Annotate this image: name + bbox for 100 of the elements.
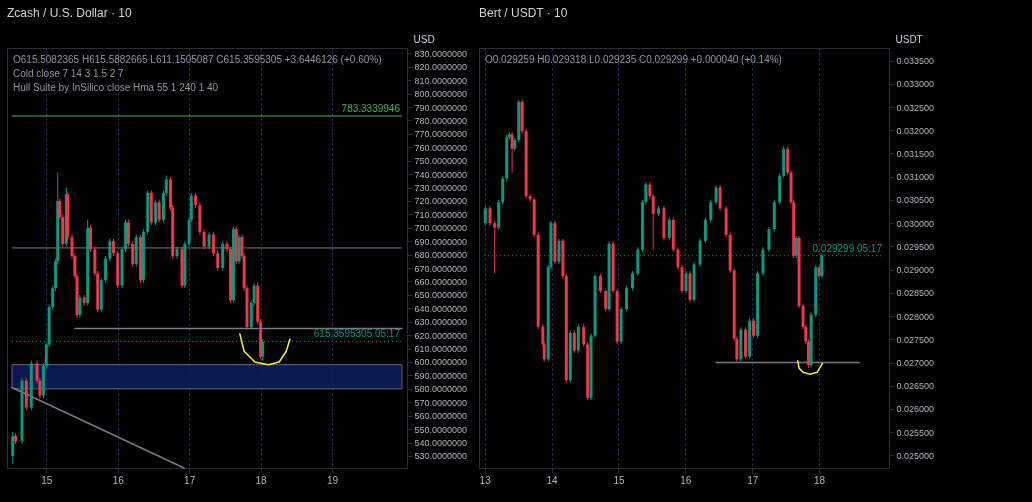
y-tick-label: 770.0000000	[414, 129, 468, 140]
candlestick	[576, 323, 580, 354]
candlestick	[624, 285, 628, 312]
candlestick	[667, 217, 671, 241]
candlestick	[703, 217, 707, 244]
y-tick-label: 0.033500	[896, 56, 935, 67]
x-tick-label: 15	[613, 474, 625, 486]
x-tick-label: 15	[41, 474, 53, 486]
y-tick-label: 680.0000000	[414, 250, 468, 261]
y-tick-label: 0.026000	[896, 404, 935, 415]
y-tick-label: 700.0000000	[414, 223, 468, 234]
y-tick-label: 730.0000000	[414, 183, 468, 194]
annotation: O615.5082365 H615.5882665 L611.1505087 C615.3595305 +3.6446126 (+0.60%)	[13, 54, 382, 65]
y-tick-label: 0.032000	[896, 125, 935, 136]
x-tick-label: 17	[747, 474, 759, 486]
candlestick	[157, 199, 161, 223]
candlestick	[104, 255, 108, 284]
candlestick	[684, 270, 688, 294]
candlestick	[714, 184, 718, 206]
y-tick-label: 780.0000000	[414, 115, 468, 126]
y-tick-label: 0.029000	[896, 265, 935, 276]
line-series	[239, 333, 291, 366]
x-tick-label: 16	[112, 474, 125, 486]
y-tick-label: 610.0000000	[414, 344, 468, 355]
y-tick-label: 560.0000000	[414, 411, 468, 422]
y-tick-label: 0.028000	[896, 311, 935, 322]
annotation: O0.029259 H0.029318 L0.029235 C0.029299 +0.000040 (+0.14%)	[485, 54, 782, 65]
chart-title: Bert / USDT · 10	[479, 6, 568, 20]
candlestick	[202, 228, 206, 250]
candlestick	[598, 273, 602, 294]
annotation: Hull Suite by InSilico close Hma 55 1 240 1 40	[13, 82, 219, 93]
x-tick-label: 17	[184, 474, 196, 486]
y-tick-label: 600.0000000	[414, 357, 468, 368]
y-tick-label: 0.032500	[896, 102, 935, 113]
y-axis-title: USD	[413, 33, 435, 45]
y-tick-label: 540.0000000	[414, 438, 468, 448]
y-tick-label: 0.026500	[896, 381, 935, 392]
y-tick-label: 720.0000000	[414, 196, 468, 207]
candlestick	[89, 224, 93, 253]
y-tick-label: 0.030500	[896, 195, 935, 206]
y-tick-label: 660.0000000	[414, 276, 468, 287]
y-tick-label: 670.0000000	[414, 263, 468, 274]
candlestick	[709, 199, 713, 223]
y-tick-label: 650.0000000	[414, 290, 468, 301]
ref-line-label: 0.029299 05:17	[812, 242, 883, 254]
y-tick-label: 740.0000000	[414, 169, 468, 180]
y-tick-label: 810.0000000	[414, 75, 468, 86]
candlestick	[630, 270, 634, 292]
candlestick	[767, 226, 771, 253]
y-tick-label: 570.0000000	[414, 397, 468, 408]
candlestick	[572, 329, 576, 354]
candlestick	[501, 175, 505, 206]
candlestick	[698, 237, 702, 268]
line-series	[796, 359, 824, 375]
y-tick-label: 550.0000000	[414, 424, 468, 435]
y-tick-label: 590.0000000	[414, 370, 468, 381]
candlestick	[752, 317, 756, 339]
y-tick-label: 640.0000000	[414, 303, 468, 314]
y-tick-label: 0.027500	[896, 334, 935, 345]
y-tick-label: 580.0000000	[414, 384, 468, 395]
y-tick-label: 0.031500	[896, 148, 935, 159]
x-tick-label: 16	[680, 474, 692, 486]
chart-title: Zcash / U.S. Dollar · 10	[7, 6, 133, 20]
candlestick	[582, 323, 586, 348]
x-tick-label: 18	[814, 474, 826, 486]
y-tick-label: 620.0000000	[414, 330, 468, 341]
y-tick-label: 530.0000000	[414, 451, 468, 462]
y-tick-label: 0.030000	[896, 218, 935, 229]
candlestick	[126, 219, 130, 248]
x-tick-label: 18	[255, 474, 268, 486]
y-tick-label: 750.0000000	[414, 156, 468, 167]
y-tick-label: 760.0000000	[414, 142, 468, 153]
y-tick-label: 0.028500	[896, 288, 935, 299]
candlestick	[488, 205, 492, 226]
candlestick	[794, 235, 798, 259]
y-tick-label: 0.029500	[896, 241, 935, 252]
candlestick	[78, 294, 82, 319]
candlestick	[483, 205, 487, 226]
y-tick-label: 0.033000	[896, 79, 935, 90]
candlestick	[604, 288, 608, 312]
x-tick-label: 14	[546, 474, 559, 486]
y-axis-title: USDT	[895, 33, 923, 45]
y-tick-label: 820.0000000	[414, 62, 468, 73]
candlestick	[211, 231, 215, 257]
y-tick-label: 690.0000000	[414, 236, 468, 247]
candlestick	[216, 250, 220, 272]
ref-line-label: 615.3595305 05:17	[313, 328, 401, 340]
y-tick-label: 790.0000000	[414, 102, 468, 113]
y-tick-label: 830.0000000	[414, 48, 468, 59]
ref-line-label: 783.3339946	[341, 102, 401, 114]
y-tick-label: 0.025500	[896, 427, 935, 438]
x-tick-label: 13	[479, 474, 492, 486]
annotation: Cold close 7 14 3 1.5 2 7	[13, 68, 125, 79]
y-tick-label: 0.025000	[896, 450, 935, 461]
x-tick-label: 19	[326, 474, 339, 486]
y-tick-label: 710.0000000	[414, 209, 468, 220]
y-tick-label: 0.027000	[896, 358, 935, 369]
y-tick-label: 800.0000000	[414, 89, 468, 100]
candlestick	[131, 240, 135, 268]
candlestick	[82, 294, 86, 307]
